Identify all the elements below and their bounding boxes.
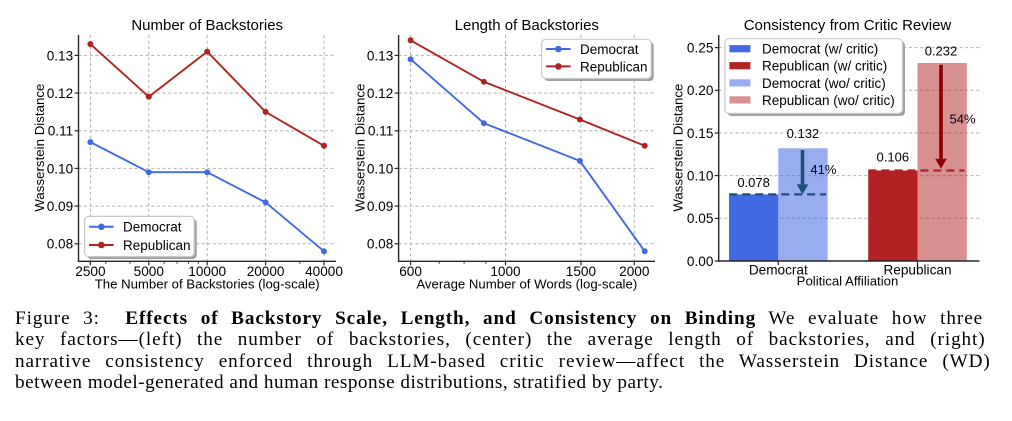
svg-text:Democrat: Democrat (580, 42, 639, 57)
svg-text:0.232: 0.232 (925, 43, 958, 58)
svg-text:0.12: 0.12 (367, 86, 393, 101)
svg-text:Republican (w/ critic): Republican (w/ critic) (762, 59, 887, 74)
svg-text:5000: 5000 (134, 264, 165, 279)
svg-text:54%: 54% (949, 111, 975, 126)
svg-text:0.05: 0.05 (687, 211, 713, 226)
svg-text:10000: 10000 (188, 264, 226, 279)
svg-text:Republican: Republican (883, 262, 951, 277)
svg-text:0.078: 0.078 (737, 175, 770, 190)
svg-text:0.13: 0.13 (367, 48, 393, 63)
svg-text:Wasserstein Distance: Wasserstein Distance (32, 84, 47, 212)
svg-text:1000: 1000 (490, 264, 521, 279)
svg-text:40000: 40000 (305, 264, 343, 279)
svg-text:0.10: 0.10 (47, 161, 74, 176)
svg-text:0.09: 0.09 (47, 199, 73, 214)
svg-text:2500: 2500 (75, 264, 106, 279)
svg-text:0.25: 0.25 (687, 41, 713, 56)
svg-text:0.10: 0.10 (367, 161, 394, 176)
svg-text:0.106: 0.106 (877, 150, 910, 165)
svg-text:0.08: 0.08 (47, 237, 73, 252)
svg-text:Wasserstein Distance: Wasserstein Distance (352, 84, 367, 212)
svg-text:Democrat (wo/ critic): Democrat (wo/ critic) (762, 76, 886, 91)
svg-text:20000: 20000 (247, 264, 285, 279)
svg-text:Republican (wo/ critic): Republican (wo/ critic) (762, 93, 895, 108)
svg-text:Consistency from Critic Review: Consistency from Critic Review (744, 17, 952, 34)
svg-text:0.08: 0.08 (367, 237, 393, 252)
svg-text:Democrat (w/ critic): Democrat (w/ critic) (762, 42, 878, 57)
svg-text:41%: 41% (810, 162, 836, 177)
svg-text:2000: 2000 (619, 264, 650, 279)
svg-text:The Number of Backstories (log: The Number of Backstories (log-scale) (95, 276, 320, 291)
svg-text:0.10: 0.10 (687, 169, 714, 184)
svg-text:Republican: Republican (580, 59, 648, 74)
svg-text:0.132: 0.132 (787, 126, 820, 141)
svg-text:Average Number of Words (log-s: Average Number of Words (log-scale) (416, 276, 637, 291)
svg-text:Wasserstein Distance: Wasserstein Distance (671, 84, 686, 212)
svg-text:0.11: 0.11 (368, 124, 393, 139)
svg-text:0.11: 0.11 (48, 124, 73, 139)
svg-text:0.12: 0.12 (47, 86, 73, 101)
svg-text:Length of Backstories: Length of Backstories (455, 17, 599, 34)
svg-text:0.13: 0.13 (47, 48, 73, 63)
svg-text:600: 600 (399, 264, 422, 279)
svg-text:Democrat: Democrat (749, 262, 808, 277)
svg-text:1500: 1500 (566, 264, 597, 279)
svg-text:0.20: 0.20 (687, 83, 714, 98)
svg-text:Number of Backstories: Number of Backstories (131, 17, 283, 34)
svg-text:0.15: 0.15 (687, 126, 713, 141)
svg-text:0.09: 0.09 (367, 199, 393, 214)
svg-text:Republican: Republican (123, 238, 191, 253)
svg-text:0.00: 0.00 (687, 254, 714, 269)
svg-text:Political Affiliation: Political Affiliation (797, 274, 899, 289)
svg-text:Democrat: Democrat (123, 220, 182, 235)
